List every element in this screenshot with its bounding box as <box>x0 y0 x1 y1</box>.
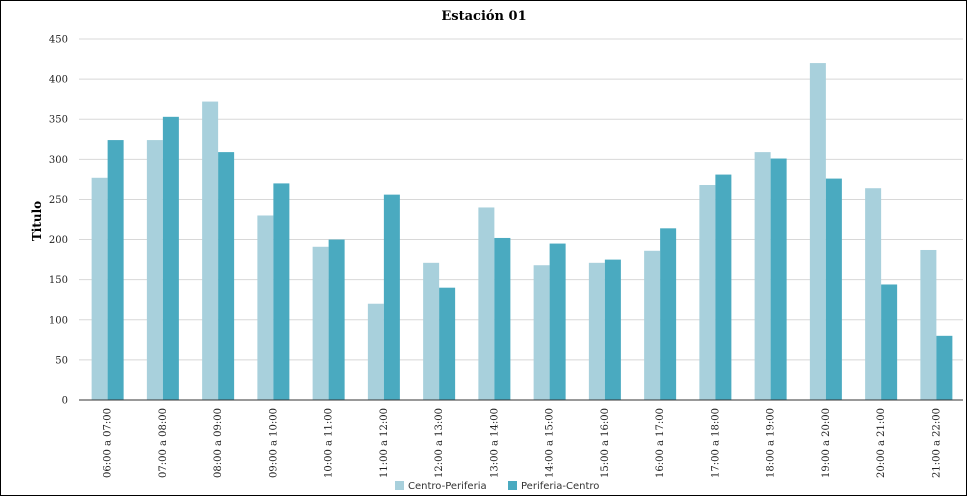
bar-periferia-centro-5 <box>383 194 400 400</box>
x-tick-label: 07:00 a 08:00 <box>158 408 169 478</box>
y-axis-ticks: 0 50 100 150 200 250 300 350 400 450 <box>49 35 68 407</box>
y-tick-label: 350 <box>49 115 68 126</box>
bar-centro-periferia-12 <box>754 152 771 400</box>
x-tick-label: 13:00 a 14:00 <box>489 408 500 478</box>
x-axis-ticks: 06:00 a 07:00 07:00 a 08:00 08:00 a 09:00 0… <box>103 408 943 478</box>
bar-periferia-centro-1 <box>162 116 179 400</box>
bar-centro-periferia-8 <box>533 265 550 400</box>
y-tick-label: 300 <box>49 155 68 166</box>
bar-centro-periferia-0 <box>91 177 108 400</box>
x-tick-label: 19:00 a 20:00 <box>821 408 832 478</box>
x-tick-label: 15:00 a 16:00 <box>600 408 611 478</box>
x-tick-label: 12:00 a 13:00 <box>434 408 445 478</box>
bar-periferia-centro-8 <box>549 243 566 400</box>
x-tick-label: 08:00 a 09:00 <box>213 408 224 478</box>
bar-centro-periferia-9 <box>588 262 605 400</box>
legend: Centro-Periferia Periferia-Centro <box>395 481 599 492</box>
legend-label-1: Periferia-Centro <box>521 481 599 492</box>
bar-periferia-centro-13 <box>825 178 842 400</box>
y-tick-label: 450 <box>49 35 68 46</box>
y-tick-label: 0 <box>62 396 68 407</box>
bar-centro-periferia-15 <box>920 249 937 400</box>
bar-periferia-centro-4 <box>328 239 345 400</box>
y-tick-label: 150 <box>49 275 68 286</box>
x-tick-label: 11:00 a 12:00 <box>379 408 390 478</box>
x-tick-label: 16:00 a 17:00 <box>655 408 666 478</box>
bar-centro-periferia-5 <box>367 303 384 400</box>
bars <box>91 63 953 401</box>
bar-centro-periferia-4 <box>312 246 329 400</box>
bar-periferia-centro-6 <box>439 287 456 400</box>
x-tick-label: 18:00 a 19:00 <box>766 408 777 478</box>
x-tick-label: 14:00 a 15:00 <box>545 408 556 478</box>
x-tick-label: 17:00 a 18:00 <box>710 408 721 478</box>
legend-swatch-0 <box>395 481 404 490</box>
bar-periferia-centro-15 <box>936 335 953 400</box>
y-axis-label: Titulo <box>30 201 44 241</box>
y-tick-label: 400 <box>49 75 68 86</box>
bar-periferia-centro-11 <box>715 174 732 400</box>
bar-centro-periferia-10 <box>644 250 661 400</box>
bar-periferia-centro-9 <box>604 259 621 400</box>
legend-swatch-1 <box>508 481 517 490</box>
bar-periferia-centro-7 <box>494 237 511 400</box>
chart-title: Estación 01 <box>441 9 526 24</box>
bar-centro-periferia-11 <box>699 185 716 400</box>
bar-periferia-centro-10 <box>660 228 677 400</box>
bar-centro-periferia-1 <box>146 140 163 400</box>
bar-centro-periferia-13 <box>809 63 826 401</box>
x-tick-label: 06:00 a 07:00 <box>103 408 114 478</box>
bar-centro-periferia-14 <box>865 188 882 400</box>
bar-periferia-centro-3 <box>273 183 290 400</box>
y-tick-label: 200 <box>49 235 68 246</box>
y-tick-label: 50 <box>55 355 68 366</box>
bar-periferia-centro-14 <box>881 284 898 400</box>
bar-periferia-centro-2 <box>218 152 235 400</box>
legend-label-0: Centro-Periferia <box>408 481 487 492</box>
x-tick-label: 10:00 a 11:00 <box>324 408 335 478</box>
y-tick-label: 100 <box>49 315 68 326</box>
x-tick-label: 20:00 a 21:00 <box>876 408 887 478</box>
bar-centro-periferia-3 <box>257 215 274 400</box>
x-tick-label: 09:00 a 10:00 <box>268 408 279 478</box>
bar-centro-periferia-6 <box>423 262 440 400</box>
y-tick-label: 250 <box>49 195 68 206</box>
bar-periferia-centro-12 <box>770 158 787 400</box>
x-tick-label: 21:00 a 22:00 <box>931 408 942 478</box>
bar-centro-periferia-2 <box>202 101 219 400</box>
bar-periferia-centro-0 <box>107 140 124 400</box>
bar-centro-periferia-7 <box>478 207 495 400</box>
